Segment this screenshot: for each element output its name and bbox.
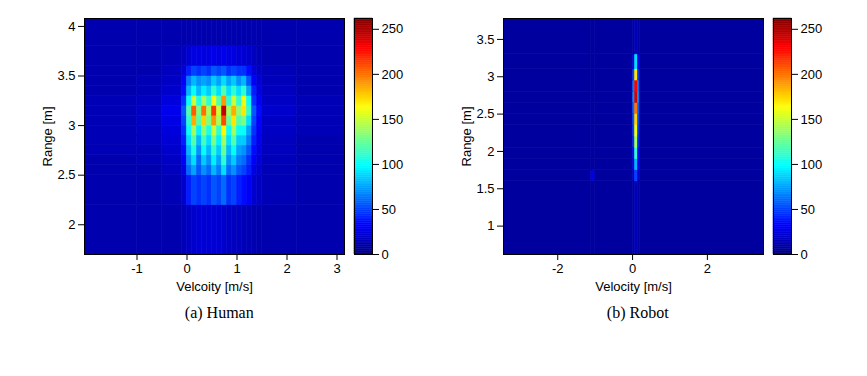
svg-text:100: 100 xyxy=(382,157,404,172)
svg-text:3: 3 xyxy=(69,118,76,133)
svg-text:50: 50 xyxy=(800,202,814,217)
svg-text:4: 4 xyxy=(69,19,76,34)
svg-text:2: 2 xyxy=(284,261,291,276)
html-text:(a) Human: (a) Human xyxy=(184,304,254,321)
svg-text:2: 2 xyxy=(704,261,711,276)
svg-text:3.5: 3.5 xyxy=(476,32,494,47)
svg-text:1: 1 xyxy=(487,218,494,233)
svg-text:1: 1 xyxy=(234,261,241,276)
svg-text:200: 200 xyxy=(382,67,404,82)
svg-text:0: 0 xyxy=(800,247,807,262)
svg-text:150: 150 xyxy=(382,112,404,127)
svg-text:100: 100 xyxy=(800,157,822,172)
svg-text:Range [m]: Range [m] xyxy=(458,107,473,167)
svg-text:-1: -1 xyxy=(131,261,143,276)
svg-text:0: 0 xyxy=(382,247,389,262)
svg-text:1.5: 1.5 xyxy=(476,181,494,196)
svg-text:250: 250 xyxy=(382,21,404,36)
svg-text:0: 0 xyxy=(629,261,636,276)
svg-text:3.5: 3.5 xyxy=(58,68,76,83)
svg-text:2: 2 xyxy=(487,144,494,159)
svg-text:3: 3 xyxy=(334,261,341,276)
svg-text:Velocity [m/s]: Velocity [m/s] xyxy=(595,279,672,294)
svg-text:Velcoity [m/s]: Velcoity [m/s] xyxy=(176,279,253,294)
svg-text:150: 150 xyxy=(800,112,822,127)
svg-text:0: 0 xyxy=(184,261,191,276)
svg-text:250: 250 xyxy=(800,21,822,36)
svg-text:200: 200 xyxy=(800,67,822,82)
svg-text:3: 3 xyxy=(487,69,494,84)
svg-text:2.5: 2.5 xyxy=(476,106,494,121)
html-text:(b) Robot: (b) Robot xyxy=(606,304,669,321)
svg-text:50: 50 xyxy=(382,202,396,217)
svg-text:2.5: 2.5 xyxy=(58,167,76,182)
svg-text:2: 2 xyxy=(69,217,76,232)
svg-text:Range [m]: Range [m] xyxy=(40,107,55,167)
svg-text:-2: -2 xyxy=(552,261,564,276)
